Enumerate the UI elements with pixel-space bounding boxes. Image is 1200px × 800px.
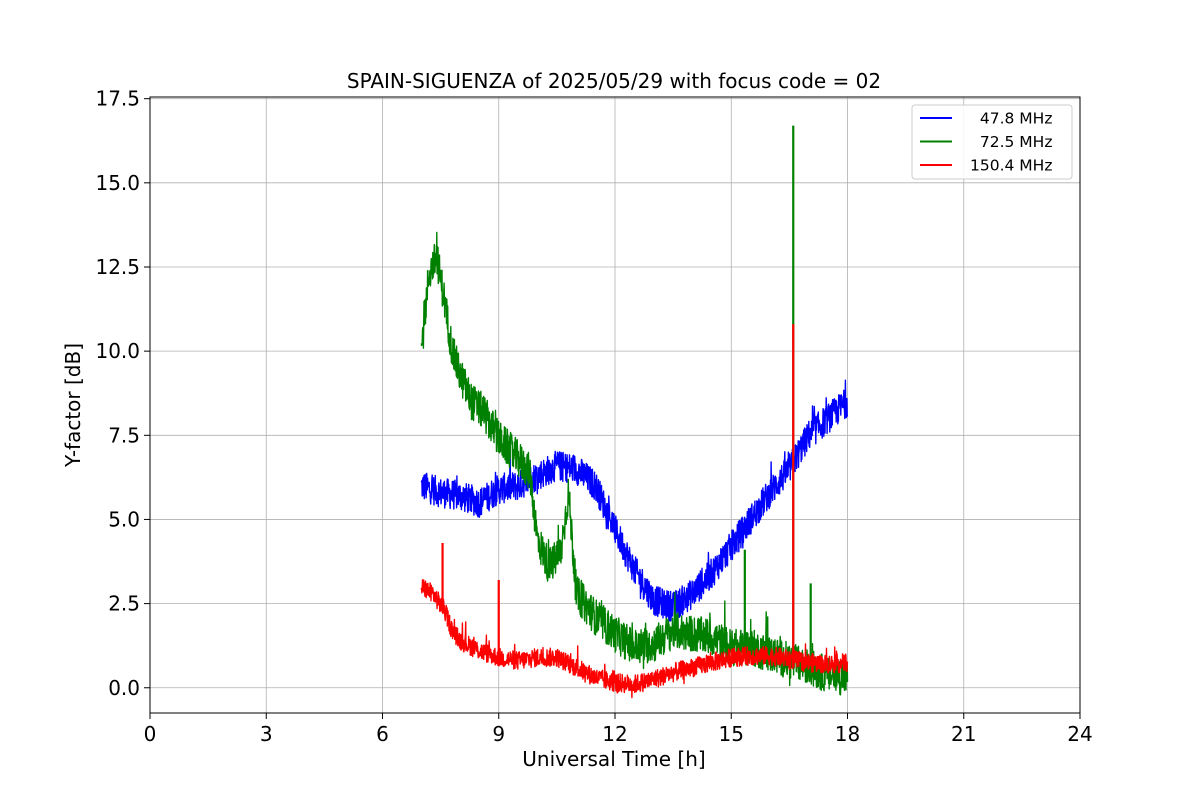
legend-label: 47.8 MHz bbox=[970, 110, 1052, 128]
x-tick-label: 3 bbox=[260, 722, 273, 746]
y-tick-label: 5.0 bbox=[108, 507, 140, 531]
x-tick-label: 9 bbox=[492, 722, 505, 746]
legend-label: 72.5 MHz bbox=[970, 133, 1052, 151]
y-tick-label: 10.0 bbox=[95, 339, 140, 363]
grid bbox=[149, 97, 1081, 713]
x-axis-ticks: 0 3 6 9 12 15 18 21 24 bbox=[144, 713, 1093, 746]
y-tick-label: 12.5 bbox=[95, 255, 140, 279]
y-tick-label: 7.5 bbox=[108, 423, 140, 447]
series-line-0 bbox=[420, 379, 849, 622]
y-tick-label: 17.5 bbox=[95, 87, 140, 111]
legend-label: 150.4 MHz bbox=[970, 157, 1052, 175]
y-axis-ticks: 0.0 2.5 5.0 7.5 10.0 12.5 15.0 17.5 bbox=[95, 87, 150, 700]
legend: 47.8 MHz 72.5 MHz 150.4 MHz bbox=[911, 104, 1073, 180]
plot-series bbox=[420, 125, 849, 699]
x-tick-label: 24 bbox=[1067, 722, 1092, 746]
x-axis-label: Universal Time [h] bbox=[522, 747, 705, 771]
x-tick-label: 0 bbox=[144, 722, 157, 746]
series-line-2 bbox=[420, 579, 849, 699]
y-tick-label: 15.0 bbox=[95, 171, 140, 195]
x-tick-label: 12 bbox=[602, 722, 627, 746]
y-axis-label: Y-factor [dB] bbox=[61, 343, 85, 468]
x-tick-label: 21 bbox=[951, 722, 976, 746]
x-tick-label: 15 bbox=[719, 722, 744, 746]
y-tick-label: 0.0 bbox=[108, 676, 140, 700]
x-tick-label: 18 bbox=[835, 722, 860, 746]
y-tick-label: 2.5 bbox=[108, 592, 140, 616]
chart-title: SPAIN-SIGUENZA of 2025/05/29 with focus … bbox=[347, 69, 881, 93]
x-tick-label: 6 bbox=[376, 722, 389, 746]
legend-box bbox=[911, 104, 1073, 180]
